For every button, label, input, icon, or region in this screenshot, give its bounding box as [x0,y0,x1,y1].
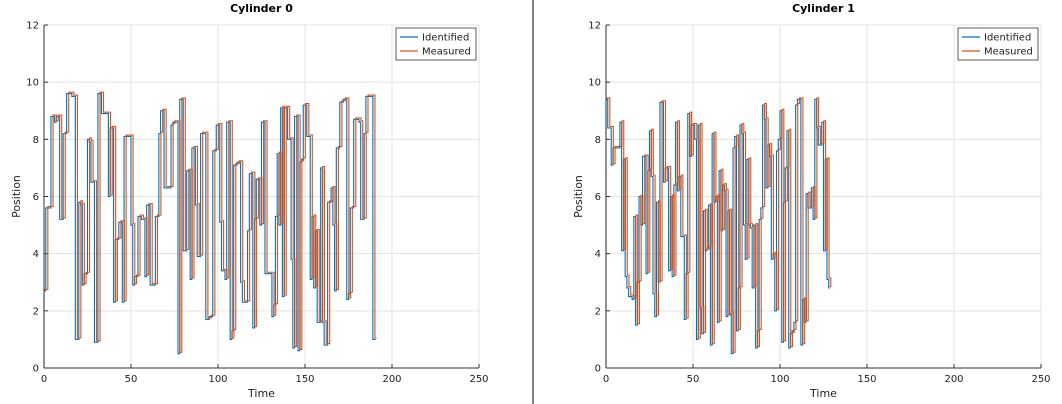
x-tick-label: 50 [687,374,700,385]
legend-label-1: Measured [984,47,1033,58]
y-tick-label: 6 [33,192,39,203]
y-tick-label: 12 [26,21,39,32]
x-tick-label: 0 [41,374,47,385]
chart-title: Cylinder 1 [792,2,855,15]
x-tick-label: 250 [469,374,488,385]
y-tick-label: 8 [33,135,39,146]
x-tick-label: 200 [382,374,401,385]
y-tick-label: 2 [33,306,39,317]
y-tick-label: 0 [595,364,601,375]
x-tick-label: 100 [208,374,227,385]
chart-title: Cylinder 0 [230,2,293,15]
x-tick-label: 150 [857,374,876,385]
y-tick-label: 4 [33,249,39,260]
chart-panel-1: 0 50 100 150 200 250 0 2 4 6 8 10 12 Cylinder 1 Time Po… [572,2,1051,400]
x-tick-label: 250 [1031,374,1050,385]
y-tick-label: 10 [26,78,39,89]
legend: Identified Measured [395,27,477,61]
legend-label-1: Measured [422,47,471,58]
x-tick-label: 200 [944,374,963,385]
series-line-measured [606,97,832,353]
y-axis-label: Position [10,175,23,218]
series-line-identified [43,93,376,368]
x-axis-label: Time [809,387,837,400]
legend: Identified Measured [957,27,1039,61]
legend-label-0: Identified [422,33,469,44]
y-tick-label: 2 [595,306,601,317]
y-tick-label: 10 [588,78,601,89]
y-tick-label: 12 [588,21,601,32]
x-tick-label: 0 [603,374,609,385]
y-axis-label: Position [572,175,585,218]
y-tick-label: 0 [33,364,39,375]
series-line-measured [44,91,377,353]
legend-label-0: Identified [984,33,1031,44]
legend-box [395,27,477,61]
y-tick-label: 8 [595,135,601,146]
legend-box [957,27,1039,61]
x-tick-label: 100 [770,374,789,385]
x-tick-label: 150 [295,374,314,385]
x-axis-label: Time [247,387,275,400]
y-tick-label: 4 [595,249,601,260]
y-tick-label: 6 [595,192,601,203]
chart-panel-0: 0 50 100 150 200 250 0 2 4 6 8 10 12 Cylinder 0 Time Po… [10,2,489,400]
x-tick-label: 50 [125,374,138,385]
